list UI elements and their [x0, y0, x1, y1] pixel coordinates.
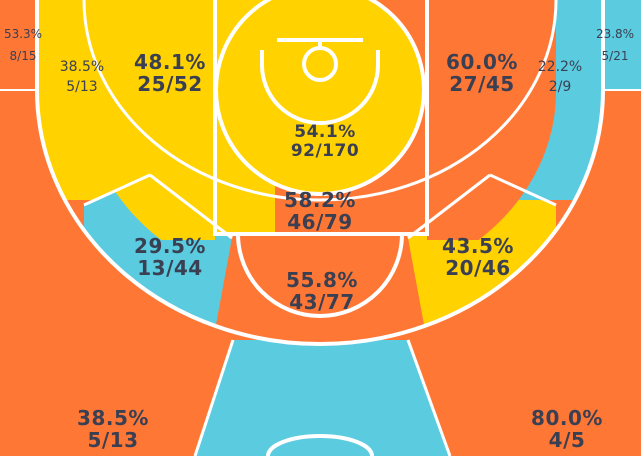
label-left-elbow-mid: 29.5% 13/44 — [134, 234, 206, 280]
label-left-wing-long-two: 38.5% 5/13 — [59, 59, 105, 95]
zone-top-key-mid — [215, 238, 425, 344]
restricted-area-circle — [214, 0, 426, 196]
zone-right-corner-three — [603, 0, 641, 90]
label-right-wing-three: 80.0% 4/5 — [531, 406, 603, 452]
label-paint-non-ra: 58.2% 46/79 — [284, 188, 356, 234]
label-right-corner-three: 23.8% 5/21 — [595, 27, 635, 63]
restricted-arc — [260, 50, 380, 125]
label-left-wing-three: 38.5% 5/13 — [77, 406, 149, 452]
paint-lines — [213, 0, 429, 236]
zone-left-corner-three — [0, 0, 37, 90]
zone-top-three — [195, 340, 450, 456]
inner-arc — [82, 0, 558, 202]
three-point-line — [35, 0, 605, 346]
label-right-elbow-mid: 43.5% 20/46 — [442, 234, 514, 280]
label-right-baseline-mid: 60.0% 27/45 — [446, 50, 518, 96]
zone-restricted-area — [216, 0, 424, 194]
label-left-baseline-mid: 48.1% 25/52 — [134, 50, 206, 96]
label-restricted-area: 54.1% 92/170 — [290, 122, 360, 161]
free-throw-circle — [236, 233, 404, 318]
label-top-key-mid: 55.8% 43/77 — [286, 268, 358, 314]
center-circle — [266, 434, 374, 456]
label-left-corner-three: 53.3% 8/15 — [3, 27, 43, 63]
label-right-wing-long-two: 22.2% 2/9 — [537, 59, 583, 95]
